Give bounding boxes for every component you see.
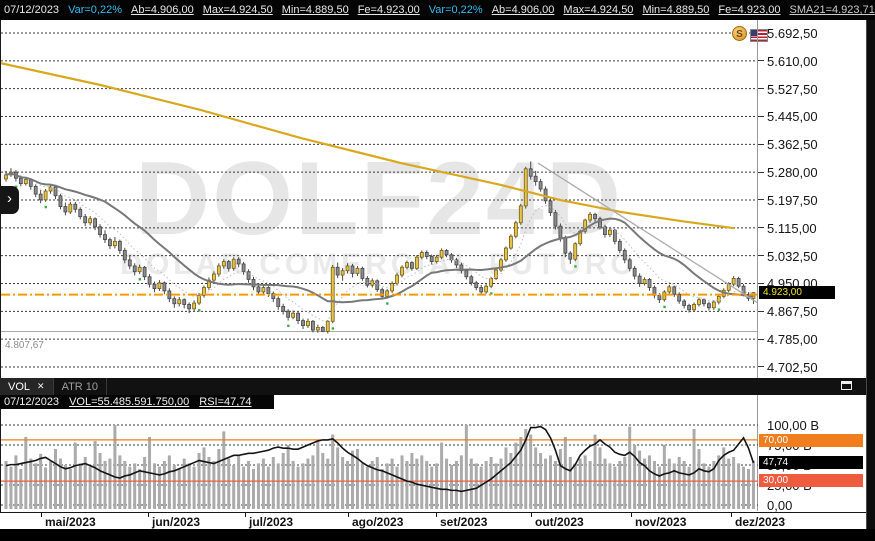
dollar-coin-icon: S xyxy=(732,26,747,41)
price-tick xyxy=(758,115,764,117)
indicator-date: 07/12/2023 xyxy=(4,396,60,408)
header-field[interactable]: Fe=4.923,00 xyxy=(718,4,781,16)
header-field[interactable]: 07/12/2023 xyxy=(4,4,60,16)
month-label: nov/2023 xyxy=(635,515,687,529)
month-tick xyxy=(348,513,349,517)
price-axis-label: 5.032,50 xyxy=(767,248,818,264)
price-tick xyxy=(758,366,764,368)
bottom-strip xyxy=(0,529,875,541)
axis-divider xyxy=(757,20,758,511)
tab-atr[interactable]: ATR 10 xyxy=(54,378,108,395)
rsi-lower-badge: 30,00 xyxy=(759,474,863,487)
indicator-info-bar: 07/12/2023 VOL=55.485.591.750,00 RSI=47,… xyxy=(0,395,274,409)
support-level-label: 4.807,67 xyxy=(5,340,44,351)
price-tick xyxy=(758,227,764,229)
month-label: out/2023 xyxy=(535,515,584,529)
price-tick xyxy=(758,199,764,201)
indicator-tab-bar: VOL ✕ ATR 10 xyxy=(0,378,866,395)
month-label: mai/2023 xyxy=(45,515,96,529)
us-flag-icon xyxy=(750,29,768,42)
month-tick xyxy=(41,513,42,517)
volume-rsi-panel[interactable] xyxy=(0,395,758,512)
last-price-badge: 4.923,00 xyxy=(759,286,835,299)
left-panel-expand-button[interactable]: › xyxy=(0,186,19,214)
price-tick xyxy=(758,310,764,312)
right-scrollbar-strip[interactable] xyxy=(866,20,875,541)
month-label: set/2023 xyxy=(440,515,488,529)
tab-vol-label: VOL xyxy=(8,380,31,393)
month-tick xyxy=(631,513,632,517)
price-axis-label: 5.280,00 xyxy=(767,165,818,181)
close-icon[interactable]: ✕ xyxy=(37,381,45,391)
price-tick xyxy=(758,88,764,90)
header-field[interactable]: Var=0,22% xyxy=(428,4,483,16)
rsi-upper-badge: 70,00 xyxy=(759,434,863,447)
price-axis-label: 5.527,50 xyxy=(767,81,818,97)
price-axis-label: 5.115,00 xyxy=(767,220,817,236)
header-field[interactable]: Min=4.889,50 xyxy=(642,4,710,16)
month-tick xyxy=(731,513,732,517)
price-axis-label: 5.610,00 xyxy=(767,53,818,69)
candlestick-chart-svg xyxy=(1,32,758,368)
header-field[interactable]: Ab=4.906,00 xyxy=(130,4,194,16)
price-axis-label: 5.692,50 xyxy=(767,26,818,41)
month-tick xyxy=(245,513,246,517)
us-flag-canton xyxy=(751,30,758,36)
month-tick xyxy=(436,513,437,517)
month-label: ago/2023 xyxy=(352,515,404,529)
header-field[interactable]: Var=0,22% xyxy=(68,4,122,16)
price-tick xyxy=(758,143,764,145)
header-field[interactable]: Ab=4.906,00 xyxy=(491,4,555,16)
header-field[interactable]: SMA21=4.923,71 xyxy=(789,4,875,16)
volume-axis-label: 100,00 B xyxy=(767,418,820,433)
indicator-rsi-value[interactable]: RSI=47,74 xyxy=(199,396,252,408)
month-label: jul/2023 xyxy=(249,515,294,529)
price-tick xyxy=(758,171,764,173)
price-axis[interactable]: 5.692,50 5.610,00 5.527,50 5.445,00 5.362,50… xyxy=(758,20,866,378)
main-chart-area[interactable]: DOLF24D DOLAR COMERCIAL FUTURO 4.807,67 xyxy=(0,20,758,378)
month-label: jun/2023 xyxy=(152,515,201,529)
price-axis-label: 5.197,50 xyxy=(767,192,818,208)
quote-info-bar: 07/12/2023 Var=0,22% Ab=4.906,00 Max=4.924,… xyxy=(0,0,875,20)
header-field[interactable]: Min=4.889,50 xyxy=(281,4,349,16)
price-axis-label: 5.445,00 xyxy=(767,109,818,125)
tab-vol[interactable]: VOL ✕ xyxy=(0,378,54,395)
axis-drag-dots: ⋯⋯ xyxy=(768,514,788,524)
month-tick xyxy=(531,513,532,517)
volume-rsi-svg xyxy=(1,424,758,509)
price-tick xyxy=(758,255,764,257)
panel-window-icon[interactable] xyxy=(841,381,852,390)
rsi-current-badge: 47,74 xyxy=(759,456,863,469)
indicator-vol-value[interactable]: VOL=55.485.591.750,00 xyxy=(69,396,190,408)
tab-atr-label: ATR 10 xyxy=(61,380,99,393)
price-axis-label: 4.785,00 xyxy=(767,332,818,348)
price-tick xyxy=(758,60,764,62)
price-tick xyxy=(758,338,764,340)
indicator-axis[interactable]: 0,0025,00 B50,00 B75,00 B100,00 B 70,00 … xyxy=(758,395,866,513)
price-axis-label: 5.362,50 xyxy=(767,137,818,153)
volume-axis-label: 0,00 xyxy=(767,498,793,513)
header-field[interactable]: Fe=4.923,00 xyxy=(357,4,420,16)
header-field[interactable]: Max=4.924,50 xyxy=(202,4,273,16)
time-axis[interactable]: ⋯⋯ mai/2023 jun/2023 jul/2023 ago/2023 set/2… xyxy=(0,512,866,529)
price-axis-label: 4.702,50 xyxy=(767,359,818,375)
month-tick xyxy=(148,513,149,517)
price-axis-label: 4.867,50 xyxy=(767,304,818,320)
month-label: dez/2023 xyxy=(735,515,786,529)
price-tick xyxy=(758,282,764,284)
header-field[interactable]: Max=4.924,50 xyxy=(563,4,634,16)
